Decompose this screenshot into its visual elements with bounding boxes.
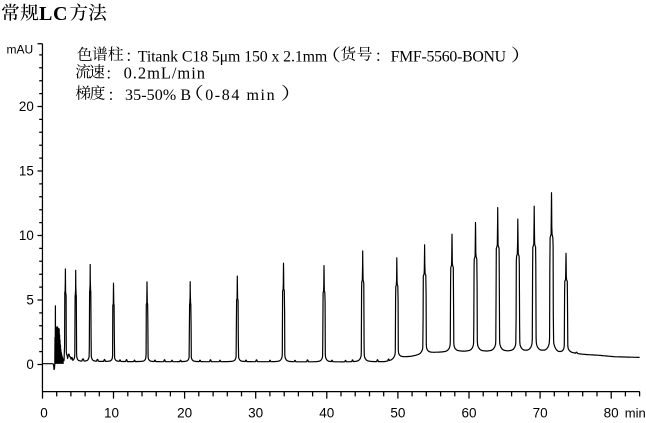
svg-text:20: 20 <box>19 99 34 114</box>
svg-text:30: 30 <box>248 406 263 421</box>
svg-text:35-50% B: 35-50% B <box>125 87 191 104</box>
svg-text:40: 40 <box>319 406 334 421</box>
svg-text:50: 50 <box>390 406 405 421</box>
svg-text:0.2mL/min: 0.2mL/min <box>124 64 206 83</box>
svg-text:80: 80 <box>604 406 619 421</box>
svg-text:10: 10 <box>104 406 119 421</box>
svg-text:10: 10 <box>19 228 34 243</box>
svg-text:0-84 min: 0-84 min <box>205 87 276 104</box>
svg-text:20: 20 <box>177 406 192 421</box>
svg-text:min: min <box>625 406 646 421</box>
svg-text:15: 15 <box>19 164 34 179</box>
svg-text:5: 5 <box>26 293 33 308</box>
svg-text:LC: LC <box>39 3 68 25</box>
svg-text:70: 70 <box>533 406 548 421</box>
svg-text:mAU: mAU <box>7 42 34 56</box>
svg-text:60: 60 <box>461 406 476 421</box>
svg-text:0: 0 <box>26 357 33 372</box>
svg-text:0: 0 <box>40 406 48 421</box>
svg-text:Titank C18 5μm 150 x 2.1mm: Titank C18 5μm 150 x 2.1mm <box>138 48 328 65</box>
svg-text:FMF-5560-BONU: FMF-5560-BONU <box>391 48 507 65</box>
